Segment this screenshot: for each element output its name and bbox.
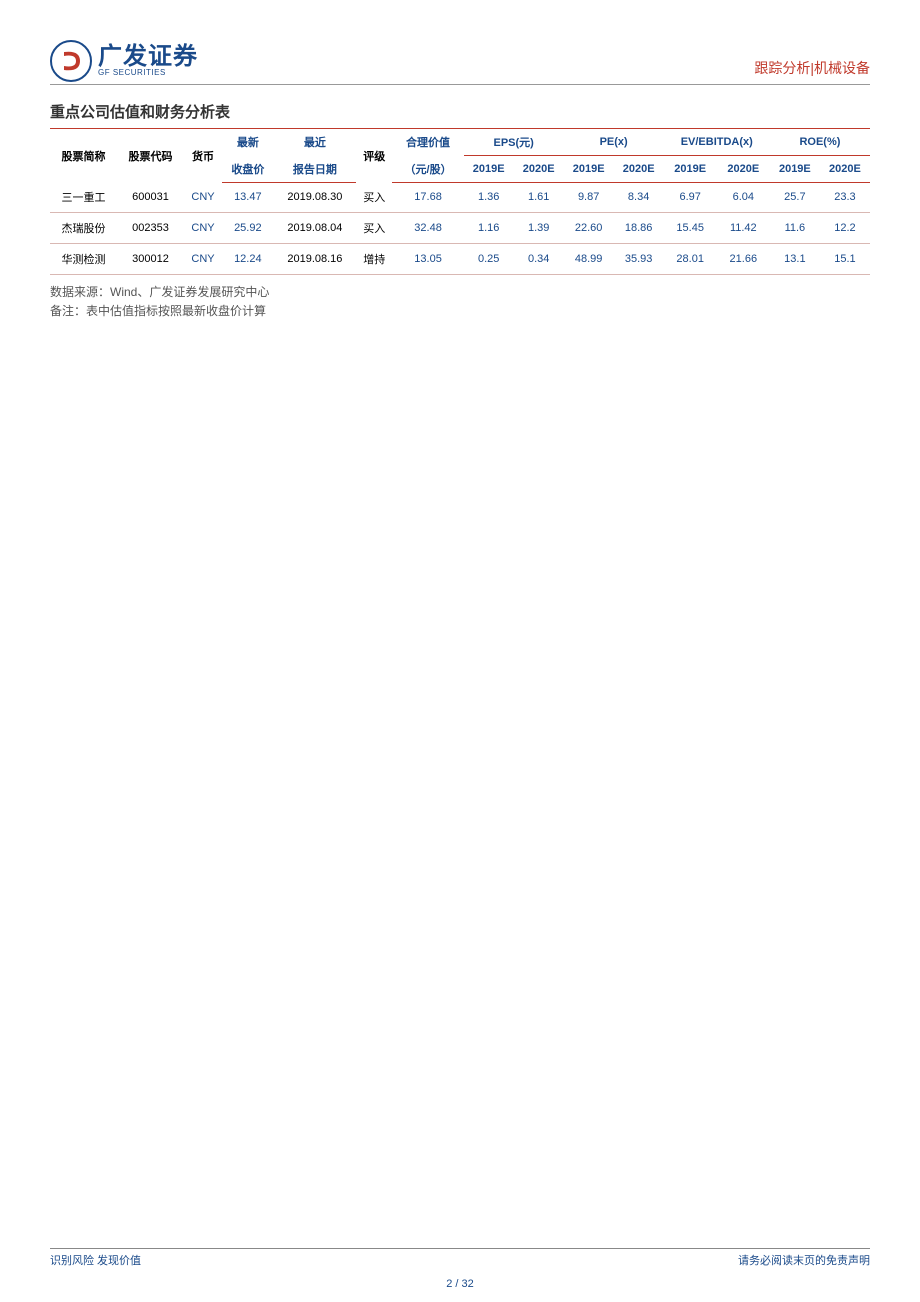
col-roe: ROE(%) (770, 129, 870, 156)
col-roe-2019: 2019E (770, 156, 820, 183)
cell-pe19: 9.87 (564, 182, 614, 213)
col-pe-2019: 2019E (564, 156, 614, 183)
page-number: 2 / 32 (0, 1278, 920, 1290)
cell-eps19: 0.25 (464, 244, 514, 275)
cell-roe20: 15.1 (820, 244, 870, 275)
col-ev-2019: 2019E (664, 156, 717, 183)
cell-ev19: 15.45 (664, 213, 717, 244)
page-header: 广发证券 GF SECURITIES 跟踪分析|机械设备 (50, 40, 870, 85)
col-stock-code: 股票代码 (117, 129, 184, 182)
col-recent: 最近 (274, 129, 356, 156)
col-report-date: 报告日期 (274, 156, 356, 183)
cell-code: 300012 (117, 244, 184, 275)
cell-pe19: 22.60 (564, 213, 614, 244)
col-fair-sub: （元/股） (392, 156, 463, 183)
footer-left: 识别风险 发现价值 (50, 1252, 141, 1268)
cell-ccy: CNY (184, 182, 222, 213)
logo-icon (50, 40, 92, 82)
col-currency: 货币 (184, 129, 222, 182)
cell-eps19: 1.16 (464, 213, 514, 244)
cell-ev20: 6.04 (717, 182, 770, 213)
cell-roe19: 13.1 (770, 244, 820, 275)
col-rating: 评级 (356, 129, 392, 182)
cell-ccy: CNY (184, 244, 222, 275)
cell-rating: 买入 (356, 182, 392, 213)
cell-pe20: 18.86 (614, 213, 664, 244)
col-eps-2019: 2019E (464, 156, 514, 183)
cell-ev20: 21.66 (717, 244, 770, 275)
cell-roe20: 12.2 (820, 213, 870, 244)
cell-fair: 32.48 (392, 213, 463, 244)
logo-text-cn: 广发证券 (98, 45, 198, 69)
valuation-table: 股票简称 股票代码 货币 最新 最近 评级 合理价值 EPS(元) PE(x) … (50, 129, 870, 275)
cell-pe20: 8.34 (614, 182, 664, 213)
company-logo: 广发证券 GF SECURITIES (50, 40, 198, 82)
cell-rating: 增持 (356, 244, 392, 275)
cell-name: 三一重工 (50, 182, 117, 213)
table-row: 杰瑞股份002353CNY25.922019.08.04买入32.481.161… (50, 213, 870, 244)
cell-ev19: 28.01 (664, 244, 717, 275)
section-title: 重点公司估值和财务分析表 (50, 101, 870, 129)
cell-eps20: 1.61 (514, 182, 564, 213)
col-ev-ebitda: EV/EBITDA(x) (664, 129, 770, 156)
col-eps-2020: 2020E (514, 156, 564, 183)
cell-eps20: 0.34 (514, 244, 564, 275)
cell-name: 杰瑞股份 (50, 213, 117, 244)
col-roe-2020: 2020E (820, 156, 870, 183)
cell-roe19: 11.6 (770, 213, 820, 244)
footer-right: 请务必阅读末页的免责声明 (738, 1252, 870, 1268)
cell-code: 002353 (117, 213, 184, 244)
logo-text-en: GF SECURITIES (98, 69, 198, 77)
col-pe-2020: 2020E (614, 156, 664, 183)
cell-roe19: 25.7 (770, 182, 820, 213)
col-ev-2020: 2020E (717, 156, 770, 183)
col-close-price: 收盘价 (222, 156, 274, 183)
table-row: 三一重工600031CNY13.472019.08.30买入17.681.361… (50, 182, 870, 213)
page-footer: 识别风险 发现价值 请务必阅读末页的免责声明 (50, 1248, 870, 1268)
cell-fair: 17.68 (392, 182, 463, 213)
col-pe: PE(x) (564, 129, 664, 156)
cell-eps20: 1.39 (514, 213, 564, 244)
cell-ev19: 6.97 (664, 182, 717, 213)
cell-eps19: 1.36 (464, 182, 514, 213)
cell-pe20: 35.93 (614, 244, 664, 275)
cell-pe19: 48.99 (564, 244, 614, 275)
cell-ev20: 11.42 (717, 213, 770, 244)
table-notes: 数据来源：Wind、广发证券发展研究中心 备注：表中估值指标按照最新收盘价计算 (50, 283, 870, 321)
cell-close: 13.47 (222, 182, 274, 213)
cell-date: 2019.08.04 (274, 213, 356, 244)
col-eps: EPS(元) (464, 129, 564, 156)
cell-close: 25.92 (222, 213, 274, 244)
cell-name: 华测检测 (50, 244, 117, 275)
table-row: 华测检测300012CNY12.242019.08.16增持13.050.250… (50, 244, 870, 275)
doc-category: 跟踪分析|机械设备 (754, 58, 870, 82)
cell-ccy: CNY (184, 213, 222, 244)
col-stock-name: 股票简称 (50, 129, 117, 182)
cell-date: 2019.08.16 (274, 244, 356, 275)
cell-close: 12.24 (222, 244, 274, 275)
cell-rating: 买入 (356, 213, 392, 244)
cell-date: 2019.08.30 (274, 182, 356, 213)
col-fair-value: 合理价值 (392, 129, 463, 156)
remark: 备注：表中估值指标按照最新收盘价计算 (50, 302, 870, 321)
cell-code: 600031 (117, 182, 184, 213)
data-source: 数据来源：Wind、广发证券发展研究中心 (50, 283, 870, 302)
col-latest: 最新 (222, 129, 274, 156)
cell-roe20: 23.3 (820, 182, 870, 213)
cell-fair: 13.05 (392, 244, 463, 275)
